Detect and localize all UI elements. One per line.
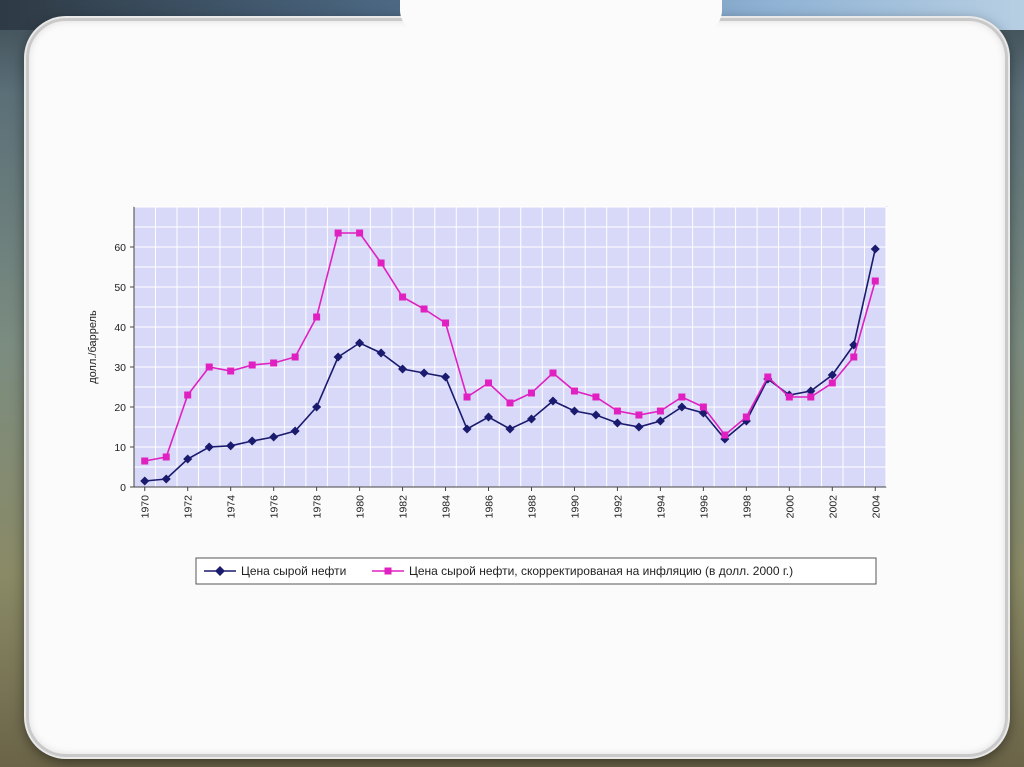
series-1-point	[140, 476, 150, 486]
x-tick-label: 1978	[312, 495, 324, 519]
series-2-point	[764, 373, 772, 381]
y-tick-label: 0	[120, 482, 126, 494]
series-2-point	[742, 413, 750, 421]
series-2-point	[485, 379, 493, 387]
x-tick-label: 1988	[526, 495, 538, 519]
x-tick-label: 1984	[441, 495, 453, 519]
series-2-point	[248, 361, 256, 369]
series-2-point	[871, 277, 879, 285]
series-2-point	[699, 403, 707, 411]
series-2-point	[377, 259, 385, 267]
x-tick-label: 1976	[269, 495, 281, 519]
legend-series-2-marker	[384, 567, 392, 575]
x-tick-label: 2004	[870, 495, 882, 519]
series-2-point	[184, 391, 192, 399]
series-2-point	[141, 457, 149, 465]
x-tick-label: 1996	[698, 495, 710, 519]
series-2-point	[463, 393, 471, 401]
series-1-point	[226, 441, 236, 451]
series-1-point	[247, 436, 257, 446]
x-tick-label: 1992	[612, 495, 624, 519]
series-2-point	[592, 393, 600, 401]
legend-box	[195, 557, 877, 585]
series-2-point	[785, 393, 793, 401]
y-tick-label: 60	[114, 242, 126, 254]
series-2-point	[828, 379, 836, 387]
x-tick-label: 1986	[484, 495, 496, 519]
legend-series-1-label: Цена сырой нефти	[241, 564, 346, 578]
series-2-point	[807, 393, 815, 401]
x-tick-label: 1974	[226, 495, 238, 519]
x-tick-label: 1972	[183, 495, 195, 519]
x-tick-label: 2000	[784, 495, 796, 519]
series-1-point	[161, 474, 171, 484]
series-2-point	[270, 359, 278, 367]
series-2-point	[334, 229, 342, 237]
series-2-point	[635, 411, 643, 419]
y-tick-label: 50	[114, 282, 126, 294]
x-tick-label: 1998	[741, 495, 753, 519]
series-2-point	[527, 389, 535, 397]
series-1-point	[204, 442, 214, 452]
series-2-point	[313, 313, 321, 321]
series-2-point	[420, 305, 428, 313]
series-2-point	[506, 399, 514, 407]
series-2-point	[399, 293, 407, 301]
x-tick-label: 1982	[398, 495, 410, 519]
x-tick-label: 1990	[569, 495, 581, 519]
x-tick-label: 2002	[827, 495, 839, 519]
x-tick-label: 1970	[140, 495, 152, 519]
series-2-point	[613, 407, 621, 415]
slide-top-tab	[400, 0, 722, 34]
series-2-point	[227, 367, 235, 375]
y-tick-label: 30	[114, 362, 126, 374]
legend-series-1-marker	[215, 566, 225, 576]
x-tick-label: 1994	[655, 495, 667, 519]
series-2-point	[291, 353, 299, 361]
series-2-point	[356, 229, 364, 237]
y-tick-label: 10	[114, 442, 126, 454]
series-2-point	[656, 407, 664, 415]
series-2-point	[570, 387, 578, 395]
x-tick-label: 1980	[355, 495, 367, 519]
series-2-point	[549, 369, 557, 377]
legend-series-2-label: Цена сырой нефти, скорректированая на ин…	[409, 564, 793, 578]
series-2-point	[162, 453, 170, 461]
series-2-point	[850, 353, 858, 361]
series-2-point	[721, 431, 729, 439]
series-2-point	[205, 363, 213, 371]
series-2-point	[442, 319, 450, 327]
y-tick-label: 40	[114, 322, 126, 334]
y-axis-title: долл./баррель	[87, 310, 99, 384]
series-1-point	[183, 454, 193, 464]
series-2-point	[678, 393, 686, 401]
y-tick-label: 20	[114, 402, 126, 414]
